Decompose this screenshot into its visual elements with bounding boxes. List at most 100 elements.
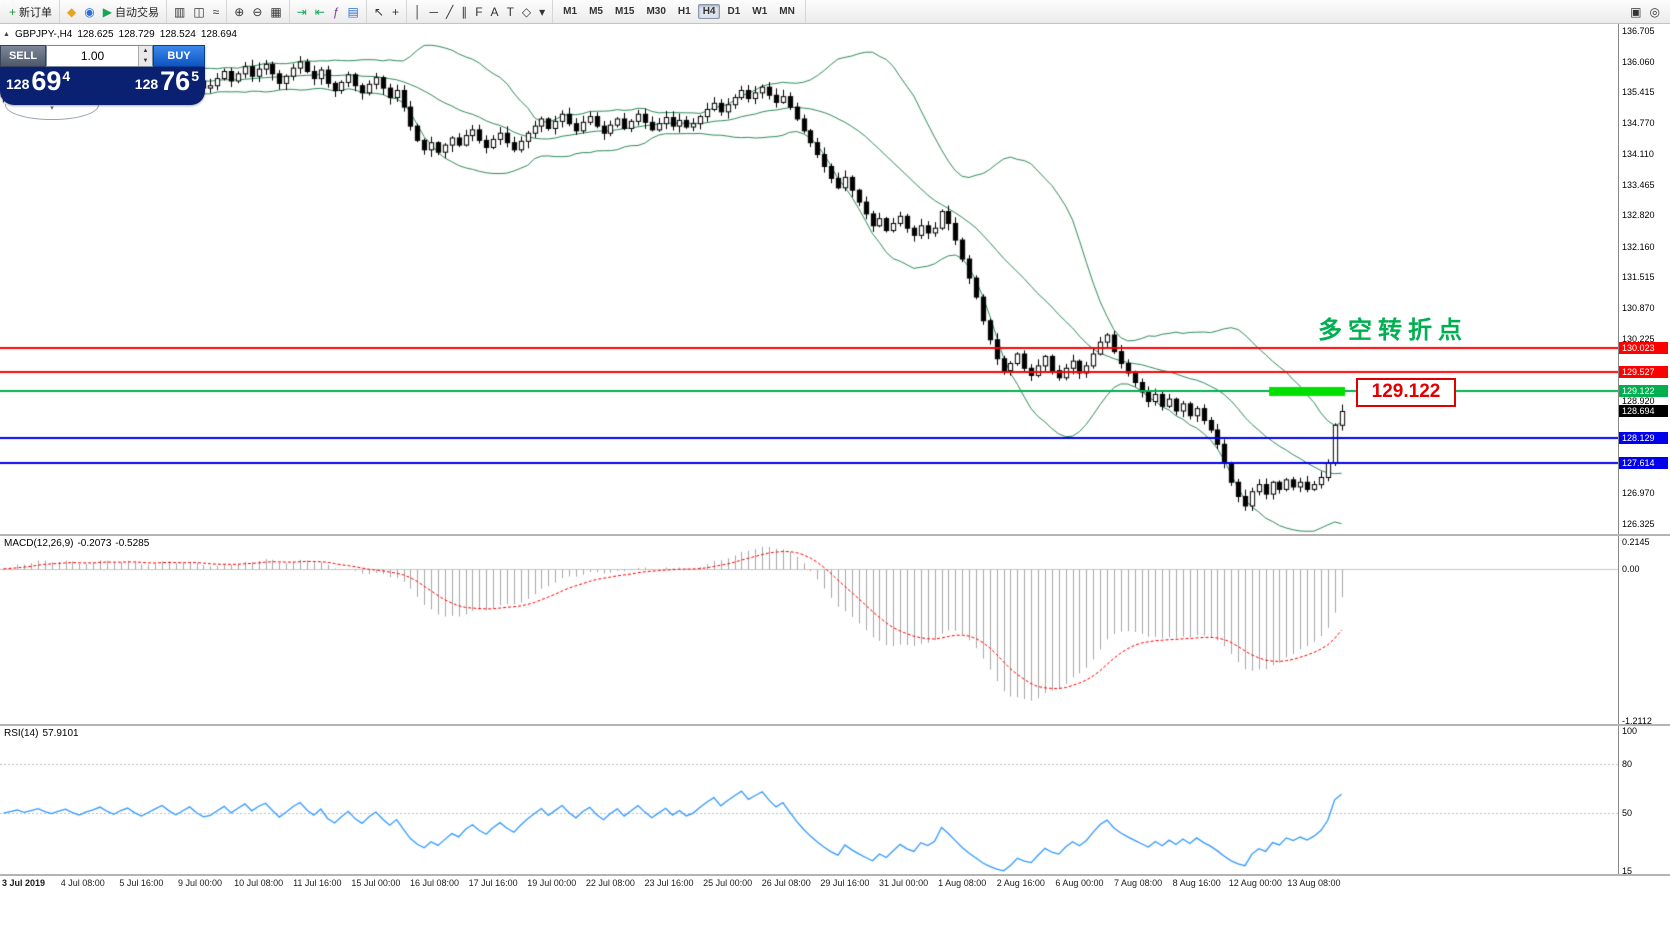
one-click-trading-panel: SELL ▲ ▼ BUY 128 69 4 128 76 5 (0, 45, 205, 105)
sell-price-integer: 128 (6, 76, 30, 92)
line-chart-icon[interactable]: ≈ (212, 4, 220, 19)
new-order-button[interactable]: + 新订单 (9, 4, 53, 19)
time-label: 23 Jul 16:00 (644, 878, 694, 888)
ohlc-open: 128.625 (77, 29, 114, 40)
rsi-label: RSI(14) 57.9101 (4, 728, 83, 739)
buy-price-point: 5 (191, 68, 199, 84)
price-tick: 130.225 (1622, 333, 1655, 344)
rsi-name: RSI(14) (4, 728, 39, 739)
timeframe-m15[interactable]: M15 (614, 6, 635, 17)
price-tick: 133.465 (1622, 179, 1655, 190)
text-icon[interactable]: A (490, 4, 499, 19)
macd-scale-tick: -1.2112 (1622, 716, 1652, 727)
fibonacci-icon[interactable]: F (475, 4, 483, 19)
buy-button[interactable]: BUY (153, 45, 205, 67)
zoom-out-icon[interactable]: ⊖ (252, 4, 263, 19)
rsi-pane-canvas[interactable] (0, 726, 1618, 874)
crosshair-icon[interactable]: + (391, 4, 399, 19)
toolbar-left-groups: + 新订单 ◆ ◉ ▶ 自动交易 ▥ ◫ ≈ ⊕ ⊖ ▦ ⇥ ⇤ ƒ ▤ ↖ + │ ─ ╱ ∥ F A T ◇ ▾ (2, 0, 554, 23)
autotrading-button[interactable]: ▶ 自动交易 (102, 4, 159, 19)
time-label: 6 Aug 00:00 (1055, 878, 1104, 888)
indicators-icon[interactable]: ƒ (332, 4, 340, 19)
price-tick: 126.970 (1622, 488, 1655, 499)
pane-separator[interactable] (0, 874, 1670, 876)
time-label: 3 Jul 2019 (2, 878, 46, 888)
volume-input[interactable] (47, 46, 138, 66)
main-chart-canvas[interactable] (0, 24, 1618, 534)
time-label: 12 Aug 00:00 (1228, 878, 1282, 888)
price-tick: 132.820 (1622, 210, 1655, 221)
time-label: 8 Aug 16:00 (1172, 878, 1221, 888)
label-icon[interactable]: T (506, 4, 514, 19)
timeframe-h1[interactable]: H1 (677, 6, 691, 17)
trendline-icon[interactable]: ╱ (445, 4, 454, 19)
chart-shift-icon[interactable]: ⇤ (314, 4, 325, 19)
profiles-icon[interactable]: ◆ (67, 4, 77, 19)
timeframe-bar: M1 M5 M15 M30 H1 H4 D1 W1 MN (553, 0, 806, 23)
price-badge-128.694: 128.694 (1619, 405, 1668, 418)
price-tick: 136.060 (1622, 56, 1655, 67)
price-tick: 136.705 (1622, 25, 1655, 36)
macd-name: MACD(12,26,9) (4, 538, 74, 549)
time-label: 7 Aug 08:00 (1114, 878, 1163, 888)
rsi-scale-tick: 100 (1622, 725, 1638, 736)
price-tick: 130.870 (1622, 302, 1655, 313)
pane-separator[interactable] (0, 534, 1670, 536)
price-axis[interactable]: 136.705 136.060 135.415 134.770 134.110 133.4… (1618, 24, 1670, 876)
price-badge-129.122: 129.122 (1619, 384, 1668, 397)
candlestick-chart-icon[interactable]: ◫ (193, 4, 205, 19)
search-icon[interactable]: ◎ (1649, 4, 1660, 19)
rsi-scale-tick: 80 (1622, 758, 1633, 769)
price-callout: 129.122 (1356, 377, 1456, 407)
chevron-down-icon: ▾ (50, 105, 54, 112)
buy-price[interactable]: 128 76 5 (135, 68, 199, 95)
vertical-line-icon[interactable]: │ (413, 4, 422, 19)
shapes-icon[interactable]: ◇ (521, 4, 532, 19)
macd-label: MACD(12,26,9) -0.2073 -0.5285 (4, 538, 153, 549)
templates-icon[interactable]: ▤ (347, 4, 359, 19)
price-badge-130.023: 130.023 (1619, 342, 1668, 355)
time-label: 5 Jul 16:00 (119, 878, 164, 888)
time-label: 25 Jul 00:00 (703, 878, 753, 888)
ohlc-high: 128.729 (118, 29, 155, 40)
price-tick: 128.920 (1622, 395, 1655, 406)
toolbar: + 新订单 ◆ ◉ ▶ 自动交易 ▥ ◫ ≈ ⊕ ⊖ ▦ ⇥ ⇤ ƒ ▤ ↖ + │ ─ ╱ ∥ F A T ◇ ▾ M1 M5 M15… (0, 0, 1670, 24)
buy-price-integer: 128 (134, 76, 159, 92)
tile-windows-icon[interactable]: ▦ (270, 4, 282, 19)
price-tick: 126.325 (1622, 518, 1655, 529)
auto-scroll-icon[interactable]: ⇥ (296, 4, 307, 19)
price-tick: 131.515 (1622, 272, 1655, 283)
time-label: 31 Jul 00:00 (879, 878, 929, 888)
timeframe-mn[interactable]: MN (779, 6, 795, 17)
time-label: 13 Aug 08:00 (1287, 878, 1341, 888)
time-label: 16 Jul 08:00 (410, 878, 460, 888)
sell-button[interactable]: SELL (0, 45, 46, 67)
ohlc-readout: ▲ GBPJPY-,H4 128.625 128.729 128.524 128… (3, 29, 237, 40)
timeframe-d1[interactable]: D1 (727, 6, 741, 17)
dropdown-icon[interactable]: ▾ (539, 4, 546, 19)
pane-separator[interactable] (0, 724, 1670, 726)
timeframe-h4[interactable]: H4 (697, 4, 721, 19)
volume-down-icon[interactable]: ▼ (139, 56, 152, 66)
macd-pane-canvas[interactable] (0, 536, 1618, 724)
volume-up-icon[interactable]: ▲ (139, 46, 152, 56)
sell-price[interactable]: 128 69 4 (6, 68, 70, 95)
price-tick: 134.110 (1622, 149, 1654, 160)
macd-scale-tick: 0.2145 (1622, 536, 1650, 547)
bar-chart-icon[interactable]: ▥ (173, 4, 186, 19)
buy-price-pips: 76 (160, 66, 191, 96)
time-label: 29 Jul 16:00 (820, 878, 870, 888)
collapse-arrow-icon[interactable]: ▲ (3, 31, 10, 38)
cursor-icon[interactable]: ↖ (373, 4, 384, 19)
charts-list-icon[interactable]: ▣ (1630, 4, 1642, 19)
timeframe-w1[interactable]: W1 (752, 6, 768, 17)
time-label: 15 Jul 00:00 (351, 878, 401, 888)
zoom-in-icon[interactable]: ⊕ (234, 4, 245, 19)
timeframe-m1[interactable]: M1 (563, 6, 578, 17)
timeframe-m30[interactable]: M30 (646, 6, 666, 17)
time-axis[interactable]: 3 Jul 2019 4 Jul 08:00 5 Jul 16:00 9 Jul 00… (0, 876, 1618, 894)
horizontal-line-icon[interactable]: ─ (429, 4, 438, 19)
timeframe-m5[interactable]: M5 (589, 6, 603, 17)
channel-icon[interactable]: ∥ (461, 4, 468, 19)
market-watch-icon[interactable]: ◉ (84, 4, 95, 19)
